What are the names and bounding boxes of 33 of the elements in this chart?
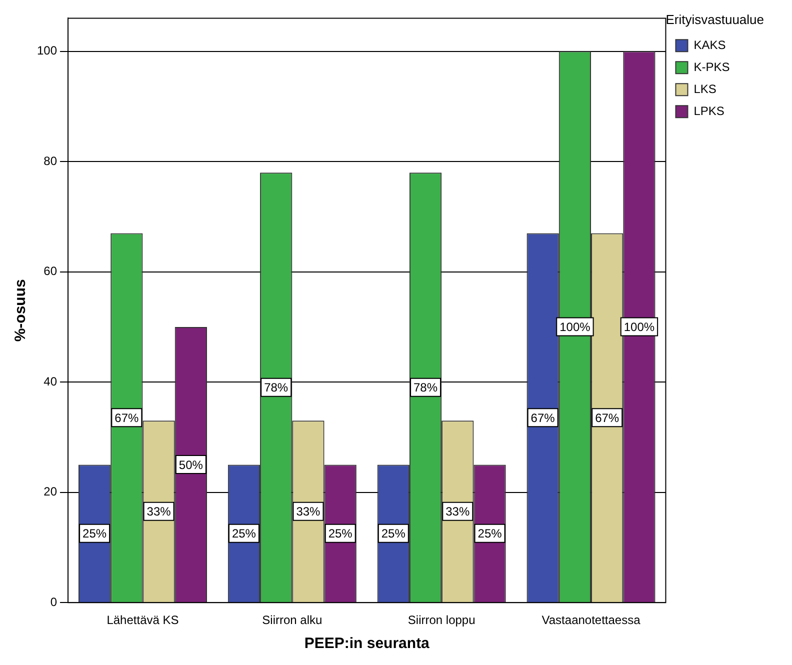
- data-label: 67%: [530, 410, 556, 425]
- data-label: 33%: [146, 504, 172, 519]
- x-tick-label: Vastaanotettaessa: [542, 613, 641, 628]
- data-label: 25%: [478, 526, 502, 541]
- x-tick-label: Lähettävä KS: [106, 613, 179, 628]
- data-label: 78%: [264, 380, 288, 395]
- data-label: 25%: [232, 526, 256, 541]
- data-label: 67%: [114, 410, 140, 425]
- y-tick-label: 0: [50, 594, 58, 609]
- y-tick-label: 60: [44, 264, 58, 278]
- data-label: 33%: [446, 504, 470, 519]
- data-label: 100%: [560, 320, 591, 334]
- data-label: 25%: [381, 526, 406, 541]
- data-label: 100%: [624, 320, 655, 334]
- legend-label: KAKS: [694, 38, 726, 52]
- x-axis-title: PEEP:in seuranta: [304, 635, 430, 652]
- data-label: 25%: [82, 526, 107, 541]
- x-tick-label: Siirron loppu: [408, 613, 476, 628]
- legend-title: Erityisvastuualue: [666, 12, 764, 28]
- legend-label: LKS: [694, 82, 716, 96]
- legend-label: K-PKS: [694, 60, 730, 74]
- data-label: 67%: [595, 410, 620, 425]
- y-tick-label: 80: [44, 154, 58, 168]
- data-label: 78%: [414, 380, 438, 395]
- y-tick-label: 100: [36, 44, 58, 58]
- y-axis-title: %-osuus: [12, 279, 30, 342]
- y-tick-label: 40: [44, 374, 58, 388]
- x-tick-label: Siirron alku: [262, 613, 322, 628]
- y-tick-label: 20: [44, 484, 58, 499]
- data-label: 25%: [328, 526, 353, 541]
- data-label: 33%: [296, 504, 321, 519]
- legend-label: LPKS: [694, 104, 724, 118]
- data-label: 50%: [178, 458, 204, 472]
